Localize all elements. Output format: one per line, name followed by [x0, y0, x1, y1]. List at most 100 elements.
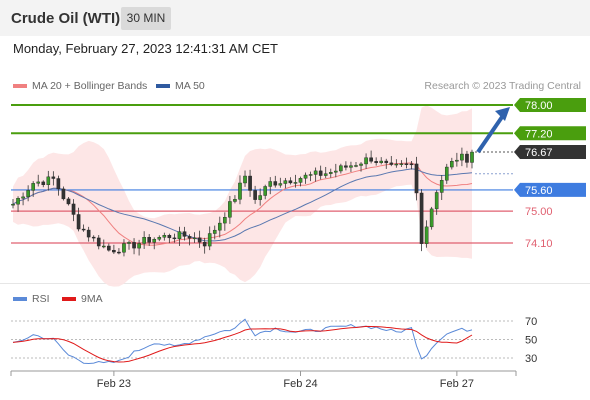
- candle-body: [278, 183, 283, 186]
- candle-body: [26, 190, 30, 198]
- legend-ma20: MA 20 + Bollinger Bands: [13, 80, 147, 92]
- candle-body: [192, 237, 197, 240]
- level-tag-75-60: [514, 182, 586, 197]
- candle-body: [36, 181, 41, 184]
- candle-body: [258, 195, 262, 200]
- candle-body: [132, 242, 136, 249]
- instrument-title: Crude Oil (WTI): [11, 10, 121, 27]
- candle-body: [444, 166, 449, 181]
- x-tick-label: Feb 24: [283, 378, 317, 390]
- candle-body: [127, 242, 131, 244]
- candle-body: [162, 235, 167, 238]
- candle-body: [283, 180, 288, 184]
- candle-body: [298, 178, 303, 183]
- candle-body: [439, 180, 444, 193]
- candle-body: [349, 165, 353, 168]
- level-label-75-60: 75.60: [525, 185, 553, 197]
- candle-body: [157, 237, 162, 240]
- ma50-legend-label: MA 50: [175, 80, 205, 92]
- chart-header: Crude Oil (WTI) 30 MIN: [0, 0, 590, 36]
- candle-body: [172, 237, 177, 240]
- ma9-legend-label: 9MA: [81, 293, 103, 305]
- candle-body: [11, 203, 15, 206]
- rsi-9ma-line: [12, 325, 473, 363]
- candle-body: [263, 186, 267, 196]
- legend-9ma: 9MA: [62, 293, 103, 305]
- candle-body: [117, 251, 121, 254]
- legend-ma50: MA 50: [156, 80, 205, 92]
- candle-body: [96, 237, 101, 247]
- candle-body: [434, 192, 439, 210]
- candle-body: [389, 162, 394, 165]
- candle-body: [450, 161, 454, 168]
- level-label-77-20: 77.20: [525, 128, 553, 140]
- candle-body: [424, 226, 429, 244]
- candle-body: [101, 245, 106, 248]
- candle-body: [419, 192, 424, 244]
- candle-body: [455, 159, 459, 162]
- candle-body: [16, 198, 20, 205]
- candle-body: [323, 173, 328, 176]
- candle-body: [399, 163, 404, 165]
- interval-badge[interactable]: 30 MIN: [121, 7, 171, 30]
- candle-body: [182, 231, 187, 237]
- ma20-line: [12, 162, 473, 246]
- candle-body: [409, 163, 414, 166]
- x-tick-label: Feb 27: [440, 378, 474, 390]
- candle-body: [212, 229, 217, 234]
- rsi-level-label-30: 30: [525, 353, 537, 365]
- candle-body: [167, 235, 172, 239]
- candle-body: [318, 170, 323, 176]
- candle-body: [76, 214, 81, 230]
- candle-body: [31, 183, 35, 191]
- candle-body: [414, 163, 419, 194]
- candle-body: [429, 208, 434, 228]
- candle-body: [354, 165, 358, 167]
- candle-body: [228, 201, 232, 218]
- candle-body: [369, 157, 373, 162]
- level-label-75-00: 75.00: [525, 206, 553, 218]
- candle-body: [41, 181, 46, 186]
- candle-body: [223, 217, 227, 224]
- candle-body: [394, 163, 399, 166]
- candle-body: [374, 161, 378, 163]
- candle-body: [202, 241, 207, 247]
- candle-body: [218, 222, 222, 231]
- ma20-legend-label: MA 20 + Bollinger Bands: [32, 80, 148, 92]
- candle-body: [248, 175, 252, 191]
- candle-body: [21, 196, 25, 199]
- candle-body: [112, 249, 116, 253]
- candle-body: [81, 228, 86, 231]
- candle-body: [197, 237, 202, 243]
- candle-body: [313, 170, 318, 175]
- legend-rsi: RSI: [13, 293, 50, 305]
- candle-body: [359, 163, 363, 166]
- candle-body: [328, 172, 333, 174]
- candle-body: [344, 165, 348, 168]
- candle-body: [91, 236, 96, 239]
- candle-body: [404, 163, 409, 165]
- candle-body: [460, 153, 464, 161]
- ma50-swatch: [156, 84, 170, 89]
- candle-body: [86, 229, 91, 238]
- rsi-level-label-50: 50: [525, 335, 537, 347]
- rsi-swatch: [13, 297, 27, 302]
- x-tick-label: Feb 23: [97, 378, 131, 390]
- candle-body: [107, 245, 111, 251]
- ma9-swatch: [62, 297, 76, 302]
- candle-body: [56, 178, 61, 190]
- candle-body: [339, 165, 343, 172]
- candle-body: [253, 190, 257, 200]
- candle-body: [51, 176, 56, 179]
- candle-body: [384, 160, 389, 164]
- bollinger-band: [13, 105, 472, 287]
- level-tag-78-00: [514, 98, 586, 112]
- candle-body: [187, 236, 192, 239]
- candle-body: [66, 198, 71, 205]
- candle-body: [465, 153, 469, 163]
- level-tag-76-67: [514, 145, 586, 160]
- credit-text: Research © 2023 Trading Central: [424, 80, 581, 92]
- candle-body: [61, 188, 66, 200]
- chart-datetime: Monday, February 27, 2023 12:41:31 AM CE…: [13, 41, 278, 56]
